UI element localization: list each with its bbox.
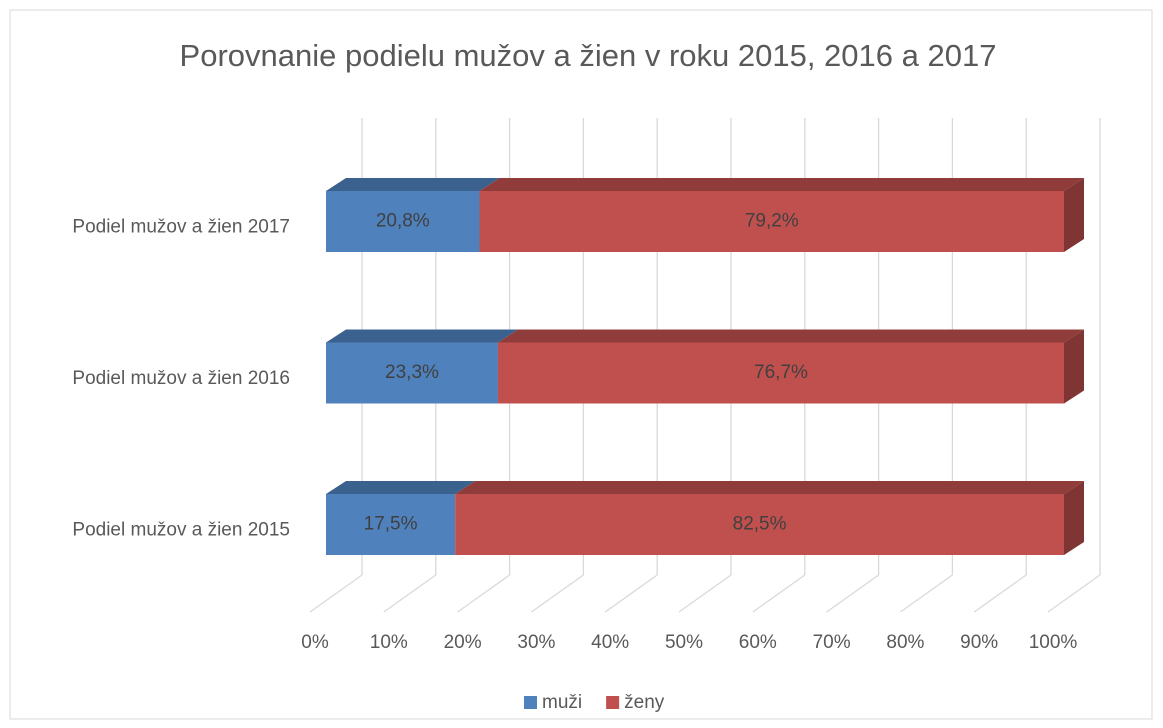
floor-line <box>531 574 584 613</box>
bar-top <box>497 329 1085 343</box>
x-tick-label: 60% <box>739 632 777 653</box>
floor-line <box>604 574 658 613</box>
floor-line <box>900 574 953 613</box>
bar-top <box>455 481 1084 494</box>
legend-label: ženy <box>624 692 665 713</box>
chart-title: Porovnanie podielu mužov a žien v roku 2… <box>180 38 997 73</box>
x-tick-label: 50% <box>665 632 703 653</box>
bar <box>326 342 498 404</box>
floor-line <box>752 574 806 613</box>
x-tick-label: 90% <box>960 632 998 653</box>
x-tick-label: 100% <box>1029 632 1078 653</box>
x-tick-label: 80% <box>886 632 924 653</box>
bar-top <box>326 178 500 191</box>
value-label: 17,5% <box>364 514 418 535</box>
floor-line <box>678 574 732 613</box>
value-label: 23,3% <box>385 362 439 383</box>
legend-swatch <box>524 696 537 709</box>
bar <box>326 191 480 252</box>
bar <box>455 494 1064 555</box>
legend-label: muži <box>542 692 582 713</box>
legend-swatch <box>606 696 620 709</box>
value-label: 82,5% <box>733 514 787 535</box>
bar-top <box>479 178 1084 191</box>
bar <box>479 191 1064 252</box>
bar-top <box>326 329 518 343</box>
floor-line <box>457 574 510 613</box>
value-label: 76,7% <box>754 362 808 383</box>
bar <box>326 494 456 555</box>
bar <box>497 342 1065 404</box>
value-label: 79,2% <box>745 211 799 232</box>
floor-line <box>383 574 437 613</box>
bar-side <box>1064 178 1084 252</box>
y-tick-label: Podiel mužov a žien 2016 <box>72 368 290 389</box>
bar-top <box>326 481 476 494</box>
bar-side <box>1064 329 1084 404</box>
bar-side <box>1064 481 1084 555</box>
floor-line <box>973 574 1027 613</box>
y-tick-label: Podiel mužov a žien 2015 <box>72 520 290 541</box>
floor-line <box>1047 574 1101 613</box>
x-tick-label: 70% <box>813 632 851 653</box>
x-tick-label: 20% <box>444 632 482 653</box>
x-tick-label: 40% <box>591 632 629 653</box>
x-tick-label: 0% <box>301 632 329 653</box>
value-label: 20,8% <box>376 211 430 232</box>
floor-line <box>826 574 879 613</box>
y-tick-label: Podiel mužov a žien 2017 <box>72 217 290 238</box>
floor-line <box>309 574 363 613</box>
x-tick-label: 30% <box>517 632 555 653</box>
x-tick-label: 10% <box>370 632 408 653</box>
